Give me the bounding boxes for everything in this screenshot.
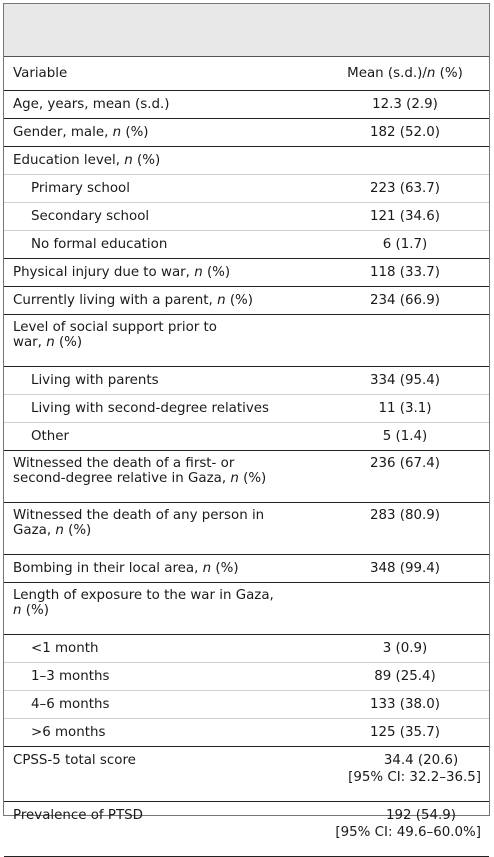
demographics-table: Variable Mean (s.d.)/n (%) Age, years, m… <box>4 57 489 857</box>
table-frame: Variable Mean (s.d.)/n (%) Age, years, m… <box>3 3 490 857</box>
column-header-row: Variable Mean (s.d.)/n (%) <box>4 57 489 91</box>
table-row: Witnessed the death of a first- or second… <box>4 450 489 503</box>
table-row: Currently living with a parent, n (%) 23… <box>4 286 489 315</box>
row-value: 89 (25.4) <box>321 662 489 691</box>
row-label: CPSS-5 total score <box>4 746 321 802</box>
row-value-main: 192 (54.9) <box>385 808 457 823</box>
row-value: 5 (1.4) <box>321 422 489 451</box>
table-row: CPSS-5 total score 34.4 (20.6) [95% CI: 3… <box>4 746 489 802</box>
row-value: 12.3 (2.9) <box>321 90 489 119</box>
table-row: Witnessed the death of any person in Gaza… <box>4 502 489 555</box>
row-label: Living with parents <box>4 366 321 395</box>
row-value: 121 (34.6) <box>321 202 489 231</box>
row-value: 236 (67.4) <box>321 450 489 503</box>
row-value: 34.4 (20.6) [95% CI: 32.2–36.5] <box>321 746 489 802</box>
row-value: 3 (0.9) <box>321 634 489 663</box>
row-label: Level of social support prior to war, n (… <box>4 314 321 367</box>
row-label: Secondary school <box>4 202 321 231</box>
row-label: Living with second-degree relatives <box>4 394 321 423</box>
table-row: Physical injury due to war, n (%) 118 (3… <box>4 258 489 287</box>
row-label: No formal education <box>4 230 321 259</box>
row-value: 283 (80.9) <box>321 502 489 555</box>
row-label: Prevalence of PTSD <box>4 801 321 857</box>
row-label: Physical injury due to war, n (%) <box>4 258 321 287</box>
table-row: Prevalence of PTSD 192 (54.9) [95% CI: 49… <box>4 801 489 857</box>
table-row: No formal education 6 (1.7) <box>4 230 489 259</box>
row-value-ci: [95% CI: 49.6–60.0%] <box>335 825 481 840</box>
row-value: 192 (54.9) [95% CI: 49.6–60.0%] <box>321 801 489 857</box>
table-row: Education level, n (%) <box>4 146 489 175</box>
column-header-mean: Mean (s.d.)/n (%) <box>321 57 489 91</box>
table-row: Gender, male, n (%) 182 (52.0) <box>4 118 489 147</box>
row-value: 118 (33.7) <box>321 258 489 287</box>
table-row: >6 months 125 (35.7) <box>4 718 489 747</box>
row-label: 1–3 months <box>4 662 321 691</box>
row-label: Primary school <box>4 174 321 203</box>
row-value: 223 (63.7) <box>321 174 489 203</box>
row-value-main: 34.4 (20.6) <box>383 753 459 768</box>
table-row: Living with second-degree relatives 11 (… <box>4 394 489 423</box>
row-value <box>321 146 489 175</box>
row-label: Gender, male, n (%) <box>4 118 321 147</box>
row-value-ci: [95% CI: 32.2–36.5] <box>348 770 481 785</box>
table-row: <1 month 3 (0.9) <box>4 634 489 663</box>
table-caption-band <box>4 4 489 57</box>
row-value: 182 (52.0) <box>321 118 489 147</box>
table-row: Other 5 (1.4) <box>4 422 489 451</box>
row-label: <1 month <box>4 634 321 663</box>
row-label: Length of exposure to the war in Gaza, n … <box>4 582 321 635</box>
table-row: Level of social support prior to war, n (… <box>4 314 489 367</box>
table-row: Length of exposure to the war in Gaza, n … <box>4 582 489 635</box>
row-label: 4–6 months <box>4 690 321 719</box>
row-value: 11 (3.1) <box>321 394 489 423</box>
row-value: 133 (38.0) <box>321 690 489 719</box>
table-row: Primary school 223 (63.7) <box>4 174 489 203</box>
row-label: Witnessed the death of any person in Gaza… <box>4 502 321 555</box>
table-row: Secondary school 121 (34.6) <box>4 202 489 231</box>
row-label: Witnessed the death of a first- or second… <box>4 450 321 503</box>
table-row: Bombing in their local area, n (%) 348 (… <box>4 554 489 583</box>
row-value: 348 (99.4) <box>321 554 489 583</box>
column-header-variable: Variable <box>4 57 321 91</box>
table-row: Age, years, mean (s.d.) 12.3 (2.9) <box>4 90 489 119</box>
row-value <box>321 582 489 635</box>
row-value <box>321 314 489 367</box>
row-value: 234 (66.9) <box>321 286 489 315</box>
table-row: 4–6 months 133 (38.0) <box>4 690 489 719</box>
row-value: 125 (35.7) <box>321 718 489 747</box>
table-row: Living with parents 334 (95.4) <box>4 366 489 395</box>
table-row: 1–3 months 89 (25.4) <box>4 662 489 691</box>
row-label: Other <box>4 422 321 451</box>
row-label: Currently living with a parent, n (%) <box>4 286 321 315</box>
row-label: Education level, n (%) <box>4 146 321 175</box>
row-label: Bombing in their local area, n (%) <box>4 554 321 583</box>
row-value: 334 (95.4) <box>321 366 489 395</box>
row-label: Age, years, mean (s.d.) <box>4 90 321 119</box>
row-label: >6 months <box>4 718 321 747</box>
row-value: 6 (1.7) <box>321 230 489 259</box>
